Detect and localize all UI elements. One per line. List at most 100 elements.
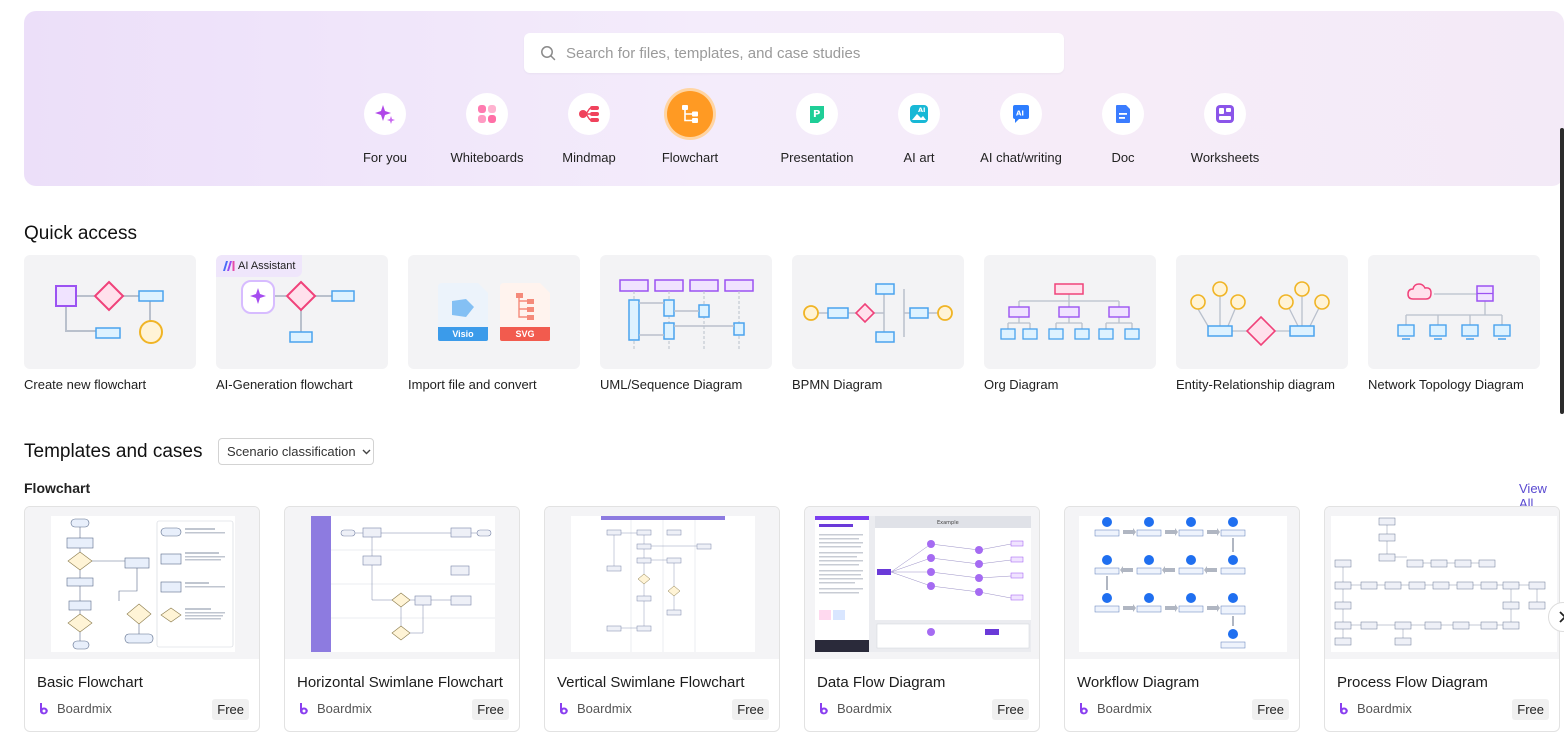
boardmix-logo-icon	[1340, 702, 1348, 714]
template-name: Horizontal Swimlane Flowchart	[297, 674, 503, 691]
whiteboard-icon	[478, 105, 496, 123]
price-badge: Free	[1252, 699, 1289, 720]
import-files-illustration	[438, 283, 550, 341]
template-card-vertical-swimlane[interactable]: Vertical Swimlane Flowchart Boardmix Fre…	[544, 506, 780, 732]
qa-org-diagram[interactable]: Org Diagram	[984, 255, 1156, 392]
template-name: Vertical Swimlane Flowchart	[557, 674, 745, 691]
category-label: AI art	[903, 150, 935, 165]
boardmix-logo-icon	[1080, 702, 1088, 714]
qa-bpmn-diagram[interactable]: BPMN Diagram	[792, 255, 964, 392]
worksheet-icon	[1216, 105, 1234, 123]
qa-thumbnail	[1368, 255, 1540, 369]
er-illustration	[1190, 281, 1330, 347]
category-flowchart[interactable]: Flowchart	[640, 91, 740, 165]
template-card-workflow[interactable]: Workflow Diagram Boardmix Free	[1064, 506, 1300, 732]
bpmn-illustration	[803, 283, 953, 343]
quick-access-title: Quick access	[24, 223, 137, 244]
page-scrollbar[interactable]	[1560, 128, 1564, 414]
mindmap-icon	[579, 106, 599, 122]
svg-text:AI: AI	[1016, 110, 1024, 118]
category-bar: For you Whiteboards Mindmap Flowchart P …	[335, 91, 1335, 173]
flowchart-icon	[682, 105, 698, 123]
qa-label: Network Topology Diagram	[1368, 377, 1524, 392]
qa-entity-relationship-diagram[interactable]: Entity-Relationship diagram	[1176, 255, 1348, 392]
doc-icon	[1116, 105, 1130, 123]
chevron-right-icon	[1559, 611, 1564, 623]
template-card-horizontal-swimlane[interactable]: Horizontal Swimlane Flowchart Boardmix F…	[284, 506, 520, 732]
template-author: Boardmix	[1339, 701, 1412, 716]
category-ai-chat-writing[interactable]: AI AI chat/writing	[971, 93, 1071, 165]
qa-thumbnail	[792, 255, 964, 369]
search-input[interactable]: Search for files, templates, and case st…	[566, 44, 861, 62]
horizontal-swimlane-preview	[311, 516, 495, 652]
template-author: Boardmix	[299, 701, 372, 716]
ai-assistant-badge: AI Assistant	[216, 255, 303, 277]
template-name: Data Flow Diagram	[817, 674, 946, 691]
category-mindmap[interactable]: Mindmap	[539, 93, 639, 165]
qa-thumbnail	[984, 255, 1156, 369]
template-name: Process Flow Diagram	[1337, 674, 1488, 691]
visio-badge-label: Visio	[452, 329, 474, 339]
category-whiteboards[interactable]: Whiteboards	[437, 93, 537, 165]
qa-thumbnail	[600, 255, 772, 369]
ai-chat-icon: AI	[1013, 105, 1029, 123]
presentation-icon: P	[810, 106, 824, 123]
scenario-classification-dropdown[interactable]: Scenario classification	[218, 438, 374, 465]
process-flow-preview	[1334, 517, 1546, 646]
template-thumbnail	[1325, 507, 1559, 659]
qa-create-new-flowchart[interactable]: Create new flowchart	[24, 255, 196, 392]
category-ai-art[interactable]: AI AI art	[869, 93, 969, 165]
svg-badge-label: SVG	[515, 329, 535, 339]
template-author: Boardmix	[559, 701, 632, 716]
qa-label: BPMN Diagram	[792, 377, 883, 392]
hero-banner: Search for files, templates, and case st…	[24, 11, 1564, 186]
category-presentation[interactable]: P Presentation	[767, 93, 867, 165]
sparkle-icon	[375, 105, 395, 124]
qa-label: Entity-Relationship diagram	[1176, 377, 1335, 392]
workflow-preview	[1094, 517, 1246, 649]
search-box[interactable]: Search for files, templates, and case st…	[524, 33, 1064, 73]
category-label: Whiteboards	[450, 150, 524, 165]
qa-thumbnail: AI Assistant	[216, 255, 388, 369]
price-badge: Free	[1512, 699, 1549, 720]
category-label: AI chat/writing	[980, 150, 1062, 165]
basic-flowchart-preview	[66, 518, 234, 650]
data-flow-example-heading: Example	[937, 520, 959, 526]
qa-network-topology-diagram[interactable]: Network Topology Diagram	[1368, 255, 1540, 392]
search-icon	[541, 46, 556, 61]
qa-thumbnail	[24, 255, 196, 369]
template-card-data-flow[interactable]: Example Data Flow Diagram Boardmix Free	[804, 506, 1040, 732]
qa-ai-generation-flowchart[interactable]: AI Assistant AI-Generation flowchart	[216, 255, 388, 392]
qa-import-file-convert[interactable]: Visio SVG Import file and convert	[408, 255, 580, 392]
template-card-process-flow[interactable]: Process Flow Diagram Boardmix Free	[1324, 506, 1560, 732]
ai-logo-icon	[223, 261, 235, 271]
org-chart-illustration	[1000, 283, 1140, 340]
category-for-you[interactable]: For you	[335, 93, 435, 165]
qa-label: Org Diagram	[984, 377, 1059, 392]
category-doc[interactable]: Doc	[1073, 93, 1173, 165]
template-author: Boardmix	[39, 701, 112, 716]
category-label: Mindmap	[562, 150, 616, 165]
templates-title: Templates and cases	[24, 441, 203, 462]
price-badge: Free	[472, 699, 509, 720]
data-flow-preview: Example	[815, 516, 1031, 652]
qa-uml-sequence-diagram[interactable]: UML/Sequence Diagram	[600, 255, 772, 392]
svg-text:P: P	[813, 109, 820, 120]
category-worksheets[interactable]: Worksheets	[1175, 93, 1275, 165]
price-badge: Free	[992, 699, 1029, 720]
category-label: Flowchart	[661, 150, 719, 165]
section-label-flowchart: Flowchart	[24, 480, 91, 496]
boardmix-logo-icon	[560, 702, 568, 714]
category-label: Doc	[1111, 150, 1135, 165]
price-badge: Free	[212, 699, 249, 720]
boardmix-logo-icon	[40, 702, 48, 714]
boardmix-logo-icon	[300, 702, 308, 714]
qa-label: Import file and convert	[408, 377, 537, 392]
qa-label: AI-Generation flowchart	[216, 377, 353, 392]
template-thumbnail: Example	[805, 507, 1039, 659]
category-label: Worksheets	[1190, 150, 1260, 165]
flowchart-illustration	[55, 280, 164, 344]
template-thumbnail	[25, 507, 259, 659]
qa-label: Create new flowchart	[24, 377, 147, 392]
template-card-basic-flowchart[interactable]: Basic Flowchart Boardmix Free	[24, 506, 260, 732]
